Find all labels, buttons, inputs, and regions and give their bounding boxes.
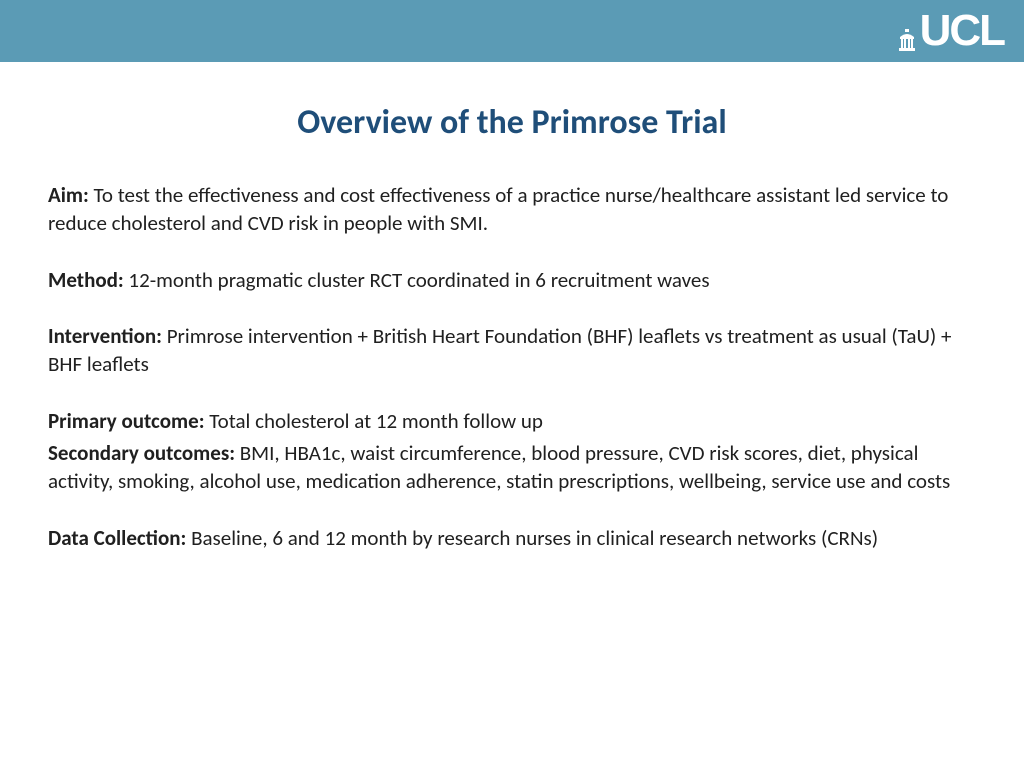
data-collection-paragraph: Data Collection: Baseline, 6 and 12 mont… (48, 524, 976, 552)
slide-content: Overview of the Primrose Trial Aim: To t… (0, 62, 1024, 552)
method-label: Method: (48, 267, 124, 293)
secondary-outcomes-label: Secondary outcomes: (48, 440, 235, 466)
header-bar: UCL (0, 0, 1024, 62)
method-text: 12-month pragmatic cluster RCT coordinat… (124, 267, 710, 293)
intervention-text: Primrose intervention + British Heart Fo… (48, 323, 952, 377)
aim-paragraph: Aim: To test the effectiveness and cost … (48, 181, 976, 238)
primary-outcome-text: Total cholesterol at 12 month follow up (205, 408, 543, 434)
ucl-logo-text: UCL (920, 9, 1004, 53)
aim-text: To test the effectiveness and cost effec… (48, 182, 948, 236)
primary-outcome-label: Primary outcome: (48, 408, 205, 434)
slide-title: Overview of the Primrose Trial (48, 102, 976, 143)
primary-outcome-paragraph: Primary outcome: Total cholesterol at 12… (48, 407, 976, 435)
data-collection-text: Baseline, 6 and 12 month by research nur… (186, 525, 878, 551)
aim-label: Aim: (48, 182, 89, 208)
intervention-label: Intervention: (48, 323, 162, 349)
ucl-logo: UCL (898, 9, 1004, 53)
secondary-outcomes-paragraph: Secondary outcomes: BMI, HBA1c, waist ci… (48, 439, 976, 496)
data-collection-label: Data Collection: (48, 525, 186, 551)
method-paragraph: Method: 12-month pragmatic cluster RCT c… (48, 266, 976, 294)
intervention-paragraph: Intervention: Primrose intervention + Br… (48, 322, 976, 379)
ucl-dome-icon (898, 29, 916, 51)
